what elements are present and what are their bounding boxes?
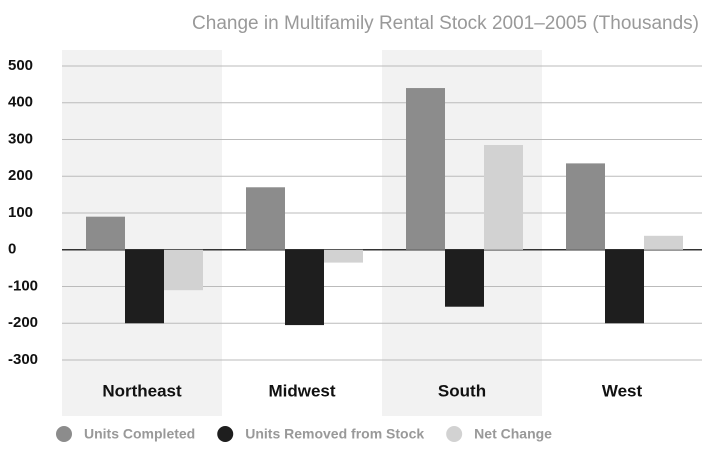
bar — [605, 249, 644, 324]
bar — [566, 163, 605, 250]
x-tick-label: South — [438, 381, 486, 400]
legend-label: Units Removed from Stock — [245, 426, 424, 442]
legend-swatch — [446, 426, 463, 442]
x-tick-label: Northeast — [102, 381, 182, 400]
bar — [324, 249, 363, 263]
legend-label: Units Completed — [84, 426, 195, 442]
y-tick-label: 400 — [8, 94, 33, 111]
x-tick-label: West — [602, 381, 643, 400]
bar — [125, 249, 164, 324]
bar — [644, 235, 683, 250]
y-tick-label: 300 — [8, 130, 33, 147]
y-tick-label: -100 — [8, 277, 38, 294]
y-tick-label: -200 — [8, 314, 38, 331]
legend-label: Net Change — [474, 426, 552, 442]
bar — [445, 249, 484, 307]
legend-swatch — [217, 426, 234, 442]
bar — [285, 249, 324, 326]
bar — [246, 187, 285, 250]
bar — [86, 216, 125, 250]
legend-swatch — [56, 426, 72, 442]
chart-title: Change in Multifamily Rental Stock 2001–… — [192, 13, 699, 34]
y-tick-label: -300 — [8, 351, 38, 368]
y-tick-label: 200 — [8, 167, 33, 184]
y-tick-label: 100 — [8, 204, 33, 221]
y-tick-label: 500 — [8, 57, 33, 74]
x-tick-label: Midwest — [268, 381, 335, 400]
bar — [164, 249, 203, 291]
bar — [484, 145, 523, 250]
y-tick-label: 0 — [8, 241, 16, 258]
bar — [406, 88, 445, 250]
